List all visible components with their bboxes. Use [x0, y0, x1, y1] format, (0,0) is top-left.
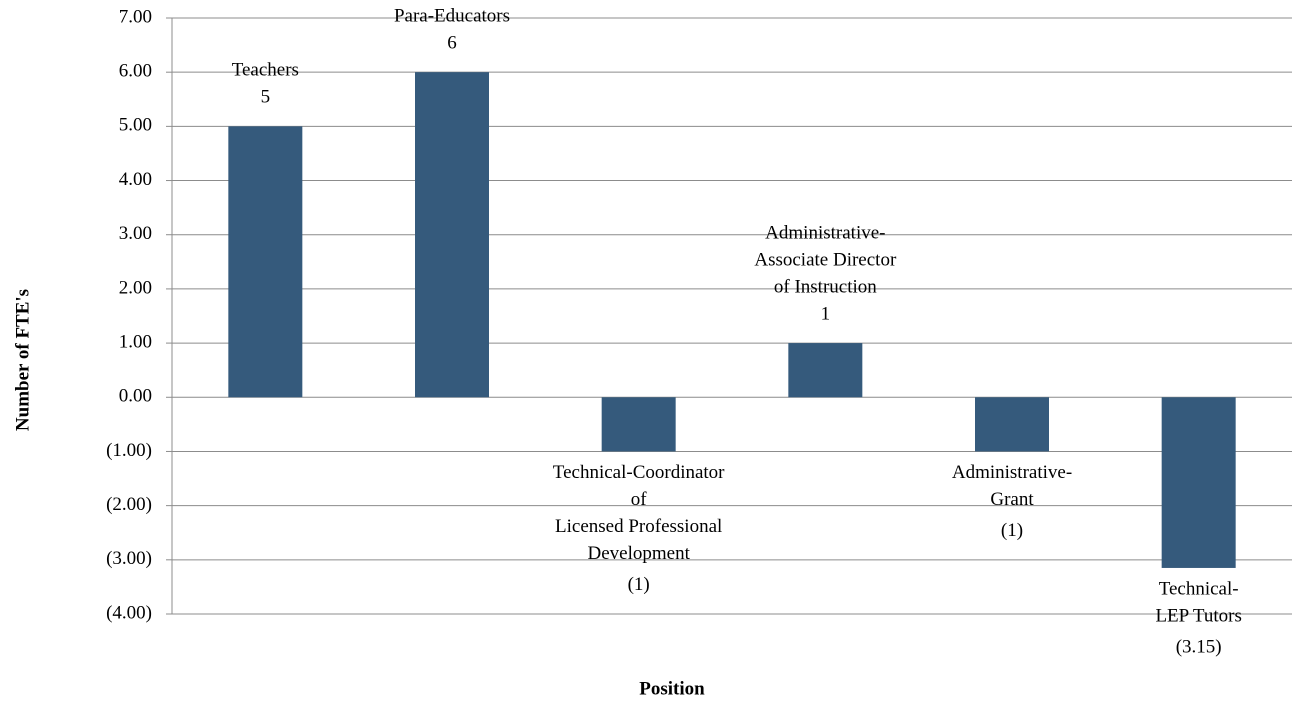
category-label: Technical-Coordinator [553, 462, 725, 483]
bar [601, 397, 676, 452]
category-label: Para-Educators [394, 6, 510, 27]
data-label: 1 [821, 303, 831, 324]
y-tick-label: 2.00 [119, 277, 152, 298]
category-label: of Instruction [774, 276, 877, 297]
y-tick-label: 7.00 [119, 6, 152, 27]
y-tick-label: 0.00 [119, 386, 152, 407]
category-label: Licensed Professional [555, 516, 722, 537]
y-tick-label: (2.00) [106, 494, 152, 515]
y-tick-label: 3.00 [119, 223, 152, 244]
data-label: (1) [628, 574, 650, 595]
data-label: 6 [447, 33, 457, 54]
x-axis-title: Position [639, 678, 705, 699]
y-tick-label: 5.00 [119, 115, 152, 136]
y-tick-label: 4.00 [119, 169, 152, 190]
y-axis-title: Number of FTE's [12, 289, 33, 431]
category-label: of [631, 489, 648, 510]
bar [788, 343, 863, 398]
category-label: Teachers [232, 60, 299, 81]
category-label: Technical- [1159, 578, 1239, 599]
category-label: Associate Director [754, 249, 897, 270]
bar [975, 397, 1049, 452]
category-label: LEP Tutors [1155, 605, 1241, 626]
bar [1161, 397, 1236, 568]
y-tick-label: 6.00 [119, 61, 152, 82]
category-label: Development [587, 543, 690, 564]
y-tick-label: (3.00) [106, 548, 152, 569]
y-tick-label: (1.00) [106, 440, 152, 461]
data-label: (1) [1001, 520, 1023, 541]
bar [228, 126, 303, 398]
y-tick-label: 1.00 [119, 331, 152, 352]
category-label: Administrative- [765, 222, 885, 243]
category-label: Grant [990, 489, 1034, 510]
data-label: 5 [261, 87, 271, 108]
bar [415, 72, 489, 398]
category-label: Administrative- [952, 462, 1072, 483]
y-tick-label: (4.00) [106, 602, 152, 623]
data-label: (3.15) [1176, 636, 1222, 657]
